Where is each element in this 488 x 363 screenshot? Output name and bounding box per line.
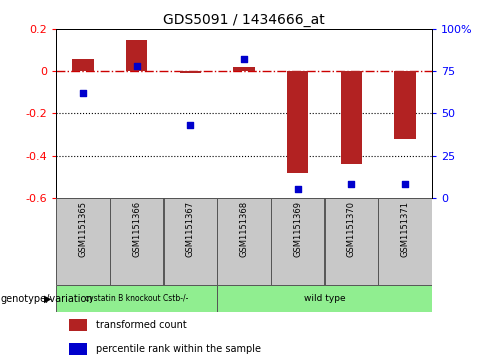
Text: cystatin B knockout Cstb-/-: cystatin B knockout Cstb-/- xyxy=(85,294,188,303)
Text: GSM1151367: GSM1151367 xyxy=(186,201,195,257)
Bar xyxy=(217,285,432,312)
Bar xyxy=(341,71,362,164)
Text: wild type: wild type xyxy=(304,294,346,303)
Bar xyxy=(56,198,110,285)
Point xyxy=(347,182,355,187)
Bar xyxy=(378,198,432,285)
Bar xyxy=(233,67,255,71)
Point xyxy=(186,122,194,128)
Text: transformed count: transformed count xyxy=(96,320,187,330)
Point xyxy=(401,182,409,187)
Text: percentile rank within the sample: percentile rank within the sample xyxy=(96,344,261,354)
Bar xyxy=(72,58,94,71)
Bar xyxy=(394,71,416,139)
Text: GSM1151370: GSM1151370 xyxy=(347,201,356,257)
Bar xyxy=(180,71,201,73)
Bar xyxy=(126,40,147,71)
Text: genotype/variation: genotype/variation xyxy=(0,294,93,303)
Bar xyxy=(56,285,217,312)
Bar xyxy=(110,198,163,285)
Text: GSM1151369: GSM1151369 xyxy=(293,201,302,257)
Point xyxy=(240,57,248,62)
Text: GSM1151365: GSM1151365 xyxy=(79,201,87,257)
Title: GDS5091 / 1434666_at: GDS5091 / 1434666_at xyxy=(163,13,325,26)
Bar xyxy=(163,198,217,285)
Point xyxy=(133,63,141,69)
Point xyxy=(79,90,87,96)
Bar xyxy=(287,71,308,172)
Text: GSM1151368: GSM1151368 xyxy=(240,201,248,257)
Bar xyxy=(217,198,271,285)
Text: GSM1151366: GSM1151366 xyxy=(132,201,141,257)
Bar xyxy=(69,319,87,331)
Text: GSM1151371: GSM1151371 xyxy=(401,201,409,257)
Bar xyxy=(271,198,325,285)
Bar xyxy=(325,198,378,285)
Bar xyxy=(69,343,87,355)
Text: ▶: ▶ xyxy=(44,294,51,303)
Point xyxy=(294,187,302,192)
